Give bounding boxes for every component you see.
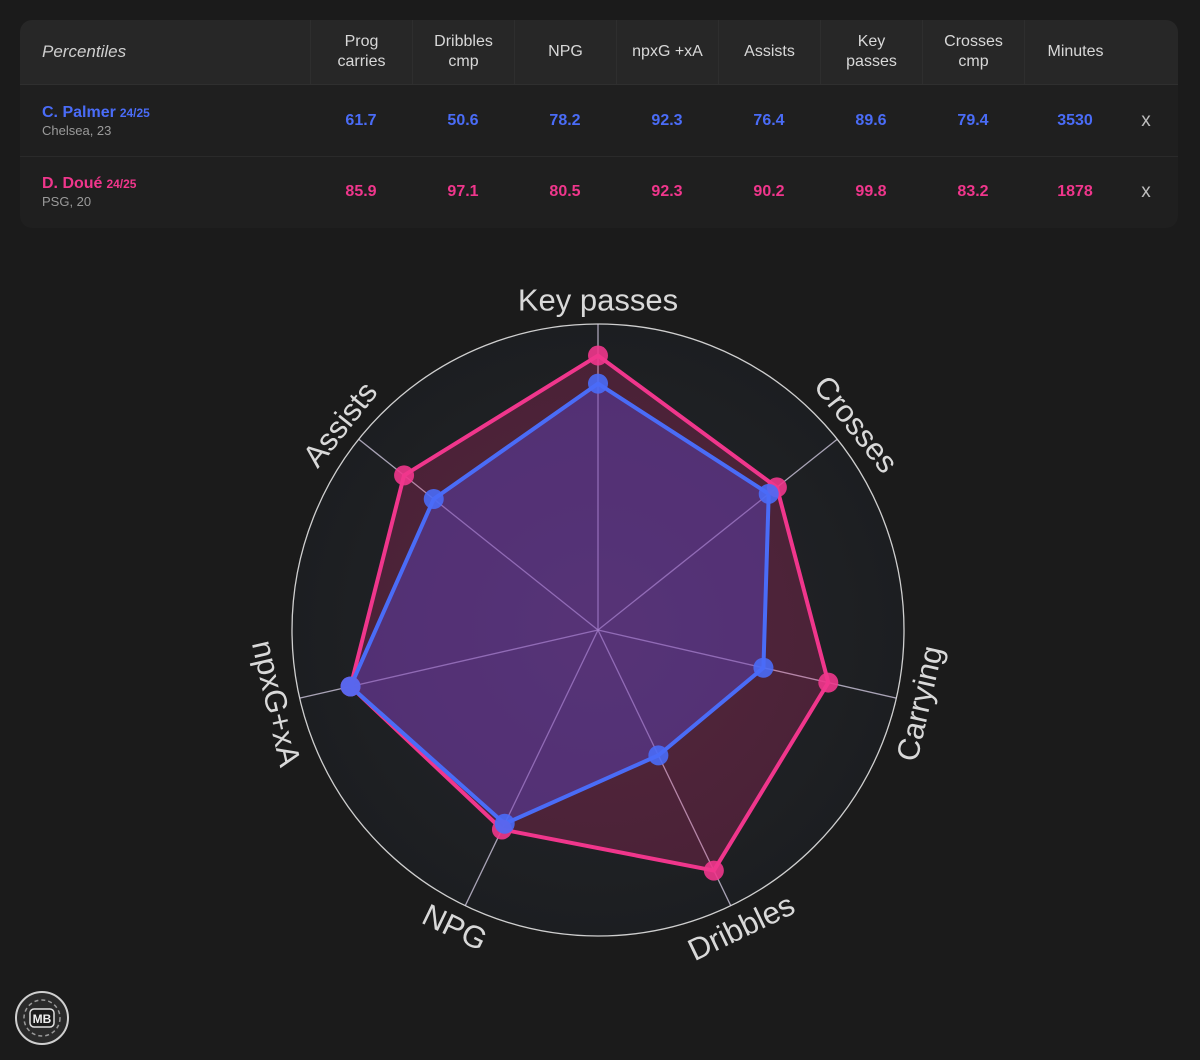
value-assists: 76.4: [753, 112, 785, 129]
col-key-passes[interactable]: Key passes: [820, 20, 922, 84]
col-dribbles-cmp[interactable]: Dribbles cmp: [412, 20, 514, 84]
value-npg: 78.2: [549, 112, 581, 129]
radar-spoke: [597, 629, 897, 699]
value-prog-carries: 85.9: [345, 183, 377, 200]
value-dribbles-cmp: 97.1: [447, 183, 479, 200]
col-npxg-xa[interactable]: npxG +xA: [616, 20, 718, 84]
palmer-point-4[interactable]: [494, 813, 515, 834]
palmer-point-5[interactable]: [340, 676, 361, 697]
value-npxg-xa: 92.3: [651, 112, 683, 129]
radar-spoke: [597, 629, 732, 906]
palmer-point-0[interactable]: [588, 373, 608, 394]
remove-player-button[interactable]: x: [1141, 110, 1151, 131]
value-crosses-cmp: 79.4: [957, 112, 989, 129]
palmer-point-1[interactable]: [758, 483, 779, 504]
col-assists[interactable]: Assists: [718, 20, 820, 84]
radar-chart: Key passesCrossesCarryingDribblesNPGnpxG…: [245, 283, 950, 968]
palmer-point-6[interactable]: [423, 489, 444, 510]
doue-point-6[interactable]: [394, 465, 415, 486]
col-minutes[interactable]: Minutes: [1024, 20, 1126, 84]
player-club-age: PSG, 20: [42, 194, 92, 209]
value-assists: 90.2: [753, 183, 785, 200]
palmer-point-2[interactable]: [753, 657, 774, 678]
col-crosses-cmp[interactable]: Crosses cmp: [922, 20, 1024, 84]
table-header: Percentiles Prog carries Dribbles cmp NPG …: [20, 20, 1178, 85]
doue-radar-area: [348, 353, 831, 873]
player-club-age: Chelsea, 23: [42, 123, 112, 138]
player-name[interactable]: C. Palmer 24/25: [42, 104, 150, 121]
player-season: 24/25: [106, 177, 137, 191]
value-minutes: 1878: [1057, 183, 1093, 200]
value-npxg-xa: 92.3: [651, 183, 683, 200]
doue-point-2[interactable]: [818, 672, 839, 693]
value-npg: 80.5: [549, 183, 581, 200]
logo-text: MB: [33, 1012, 52, 1026]
palmer-radar-area: [348, 381, 771, 826]
player-name[interactable]: D. Doué 24/25: [42, 175, 137, 192]
value-prog-carries: 61.7: [345, 112, 377, 129]
doue-point-3[interactable]: [703, 860, 724, 881]
radar-spoke: [597, 438, 838, 631]
axis-label-key-passes: Key passes: [518, 283, 678, 318]
comparison-table: Percentiles Prog carries Dribbles cmp NPG …: [20, 20, 1178, 228]
value-dribbles-cmp: 50.6: [447, 112, 479, 129]
table-row-doue: D. Doué 24/25 PSG, 20 85.9 97.1 80.5 92.3…: [20, 157, 1178, 227]
radar-spoke: [464, 629, 599, 906]
table-row-palmer: C. Palmer 24/25 Chelsea, 23 61.7 50.6 78.…: [20, 86, 1178, 157]
col-prog-carries[interactable]: Prog carries: [310, 20, 412, 84]
doue-point-0[interactable]: [588, 345, 608, 366]
remove-player-button[interactable]: x: [1141, 181, 1151, 202]
value-minutes: 3530: [1057, 112, 1093, 129]
percentiles-label: Percentiles: [42, 42, 127, 61]
mb-logo: MB: [15, 991, 69, 1045]
value-crosses-cmp: 83.2: [957, 183, 989, 200]
player-season: 24/25: [119, 106, 150, 120]
value-key-passes: 89.6: [855, 112, 887, 129]
value-key-passes: 99.8: [855, 183, 887, 200]
palmer-point-3[interactable]: [648, 745, 669, 766]
col-npg[interactable]: NPG: [514, 20, 616, 84]
